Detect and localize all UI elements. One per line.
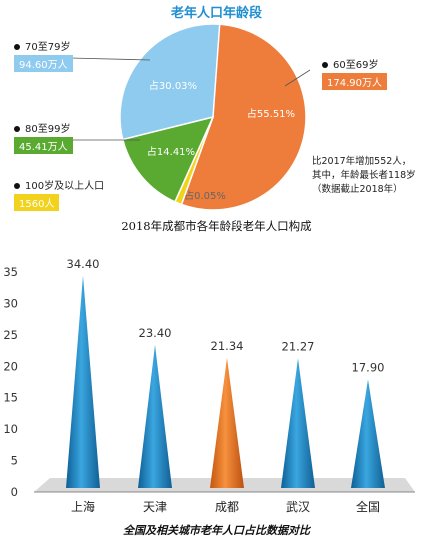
y-tick-label: 10	[3, 422, 18, 436]
x-category-label: 上海	[71, 499, 95, 514]
y-tick-label: 15	[3, 391, 18, 405]
pie-chart-title: 老年人口年龄段	[170, 6, 262, 21]
bullet-dot-icon	[14, 44, 20, 50]
bullet-dot-icon	[14, 183, 20, 189]
y-tick-label: 20	[3, 359, 18, 373]
pie-leader-line	[69, 57, 151, 61]
bullet-dot-icon	[322, 62, 328, 68]
pie-note-line-2: 其中，年龄最长者118岁	[312, 170, 416, 181]
bar-value-label: 21.27	[282, 339, 315, 353]
pie-label-100plus-value: 1560人	[14, 194, 60, 211]
bullet-dot-icon	[14, 126, 20, 132]
pie-chart-caption: 2018年成都市各年龄段老年人口构成	[121, 219, 312, 233]
bar-chart-caption: 全国及相关城市老年人口占比数据对比	[123, 524, 310, 537]
pie-label-100plus-name: 100岁及以上人口	[25, 181, 105, 192]
bar-value-label: 17.90	[352, 360, 385, 374]
bar-value-label: 21.34	[211, 339, 244, 353]
pie-label-80-99-name: 80至99岁	[25, 124, 71, 135]
x-category-label: 武汉	[286, 500, 310, 514]
y-tick-label: 35	[3, 265, 18, 279]
pie-slice-70-79	[119, 23, 221, 141]
pie-label-60-69-name: 60至69岁	[333, 60, 379, 71]
pie-slice-60-69	[180, 23, 307, 211]
bar-value-label: 23.40	[139, 326, 172, 340]
pie-pct-70-79: 占30.03%	[149, 79, 197, 92]
pie-label-60-69-value: 174.90万人	[322, 73, 387, 90]
pie-pct-80-99: 占14.41%	[147, 145, 195, 158]
bar-2	[138, 344, 172, 488]
pie-pct-60-69: 占55.51%	[247, 107, 295, 120]
pie-label-70-79: 70至79岁 94.60万人	[14, 38, 73, 72]
x-category-label: 成都	[215, 500, 239, 514]
pie-pct-100plus: 占0.05%	[184, 189, 226, 202]
bar-chart: 0 5 10 15 20 25 30 35 34.40 上海 23.40 天津 21.34 成都 21.2…	[3, 257, 415, 514]
bar-1	[66, 275, 100, 488]
pie-note-line-1: 比2017年增加552人，	[312, 156, 412, 167]
pie-note-line-3: （数据截止2018年）	[312, 184, 403, 195]
pie-note: 比2017年增加552人， 其中，年龄最长者118岁 （数据截止2018年）	[312, 155, 416, 197]
bar-5	[351, 379, 385, 488]
bar-4	[281, 358, 315, 488]
y-tick-label: 5	[11, 454, 18, 468]
pie-label-60-69: 60至69岁 174.90万人	[322, 56, 387, 90]
x-category-label: 天津	[143, 500, 167, 514]
pie-label-70-79-name: 70至79岁	[25, 42, 71, 53]
pie-chart: 占55.51% 占30.03% 占14.41% 占0.05%	[68, 23, 311, 211]
bar-value-label: 34.40	[67, 257, 100, 271]
bar-3	[210, 357, 244, 488]
y-tick-label: 30	[3, 296, 18, 310]
pie-label-80-99: 80至99岁 45.41万人	[14, 120, 73, 154]
x-category-label: 全国	[356, 499, 380, 514]
y-tick-label: 0	[11, 485, 18, 499]
pie-leader-line	[284, 69, 311, 87]
pie-label-80-99-value: 45.41万人	[14, 137, 73, 154]
pie-label-70-79-value: 94.60万人	[14, 55, 73, 72]
pie-label-100plus: 100岁及以上人口 1560人	[14, 177, 104, 211]
y-tick-label: 25	[3, 328, 18, 342]
pie-slice-80-99	[121, 115, 215, 203]
